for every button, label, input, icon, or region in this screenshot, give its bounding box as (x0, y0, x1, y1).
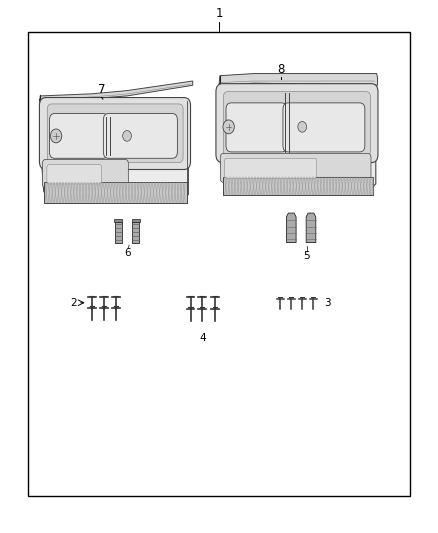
Circle shape (123, 131, 131, 141)
Text: 1: 1 (215, 7, 223, 20)
Circle shape (50, 129, 62, 143)
Bar (114, 219, 123, 222)
Polygon shape (219, 74, 378, 85)
Text: 4: 4 (199, 333, 206, 343)
Polygon shape (223, 177, 373, 195)
FancyBboxPatch shape (225, 158, 317, 179)
Polygon shape (39, 81, 193, 102)
Circle shape (223, 120, 234, 134)
FancyBboxPatch shape (220, 154, 371, 182)
Text: 6: 6 (124, 248, 131, 259)
Polygon shape (286, 213, 296, 243)
Text: 2: 2 (70, 298, 77, 308)
FancyBboxPatch shape (42, 159, 128, 188)
Text: 8: 8 (278, 63, 285, 76)
FancyBboxPatch shape (49, 114, 108, 158)
Bar (132, 222, 139, 243)
Bar (131, 219, 140, 222)
FancyBboxPatch shape (223, 92, 371, 156)
Circle shape (298, 122, 307, 132)
FancyBboxPatch shape (226, 103, 287, 152)
FancyBboxPatch shape (103, 114, 177, 158)
Polygon shape (220, 85, 376, 192)
Bar (28, 32, 410, 496)
Bar (115, 222, 122, 243)
Text: 7: 7 (98, 83, 106, 96)
FancyBboxPatch shape (39, 98, 191, 169)
FancyBboxPatch shape (47, 165, 102, 184)
Text: 3: 3 (324, 298, 331, 308)
FancyBboxPatch shape (47, 104, 183, 163)
Polygon shape (44, 182, 187, 203)
FancyBboxPatch shape (283, 103, 365, 152)
Polygon shape (42, 101, 188, 200)
FancyBboxPatch shape (216, 84, 378, 163)
Polygon shape (306, 213, 316, 243)
Text: 5: 5 (303, 251, 310, 261)
